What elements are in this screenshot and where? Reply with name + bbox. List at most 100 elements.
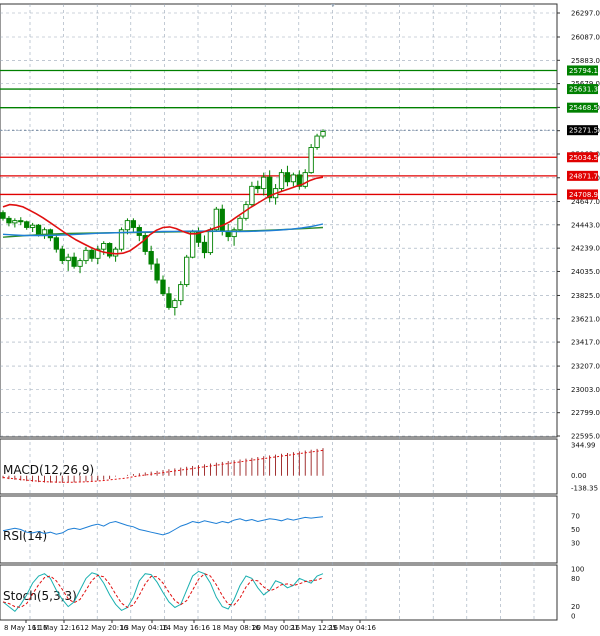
- macd-axis-label: 0.00: [571, 472, 587, 480]
- time-axis-label: 18 May 08:16: [212, 624, 261, 632]
- candle[interactable]: [0, 210, 6, 221]
- resistance-level-label: 25468.5: [569, 104, 598, 112]
- candle-body-bear: [255, 185, 261, 190]
- candle-body-bull: [237, 217, 243, 231]
- current-price-tag: [567, 125, 598, 136]
- candle-body-bear: [284, 172, 291, 183]
- candle[interactable]: [12, 218, 18, 228]
- candle[interactable]: [308, 144, 314, 174]
- candle[interactable]: [314, 133, 320, 150]
- macd-axis-label: 344.99: [571, 442, 596, 450]
- price-axis-label: 23621.0: [571, 315, 600, 323]
- candle[interactable]: [278, 169, 285, 193]
- candle-body-bear: [219, 208, 225, 232]
- price-axis-label: 22595.0: [571, 433, 600, 441]
- price-axis-label: 25883.0: [571, 57, 600, 65]
- candle[interactable]: [24, 220, 30, 230]
- candle[interactable]: [65, 253, 71, 271]
- time-axis-label: 11 May 12:16: [32, 624, 81, 632]
- candle-body-bull: [261, 176, 267, 190]
- resistance-level-tag: [567, 102, 598, 113]
- resistance-level-label: 25631.3: [569, 86, 598, 94]
- candle[interactable]: [71, 252, 77, 269]
- candle-body-bear: [53, 237, 59, 250]
- candle[interactable]: [290, 172, 297, 187]
- candle-body-bear: [24, 221, 30, 228]
- candle[interactable]: [18, 217, 24, 226]
- candle[interactable]: [89, 248, 95, 262]
- stoch-axis-label: 0: [571, 613, 575, 621]
- candle[interactable]: [201, 235, 208, 259]
- candle-body-bear: [71, 256, 77, 267]
- candle[interactable]: [284, 165, 291, 187]
- candle-body-bull: [207, 229, 214, 254]
- macd-axis-label: -138.35: [571, 485, 598, 493]
- candle[interactable]: [178, 281, 184, 306]
- candle-body-bear: [160, 279, 166, 295]
- candle-body-bull: [314, 135, 320, 148]
- candle[interactable]: [59, 245, 65, 265]
- rsi-axis-label: 70: [571, 513, 580, 521]
- candle[interactable]: [296, 170, 302, 190]
- candle[interactable]: [166, 286, 172, 310]
- candle-body-bull: [112, 248, 119, 257]
- candle[interactable]: [118, 227, 125, 252]
- chart-shift-marker-icon[interactable]: [331, 4, 335, 7]
- stoch-title: Stoch(5,3,3): [3, 589, 77, 603]
- candle-body-bear: [6, 217, 12, 224]
- grid: [0, 4, 557, 620]
- support-level-label: 25034.5: [569, 154, 598, 162]
- candle-body-bull: [65, 256, 71, 262]
- price-axis-label: 24443.0: [571, 221, 600, 229]
- resistance-level-tag: [567, 65, 598, 76]
- candle[interactable]: [154, 258, 160, 284]
- candle-body-bull: [172, 300, 178, 308]
- candle[interactable]: [255, 180, 261, 194]
- time-axis-label: 25 May 04:16: [328, 624, 377, 632]
- moving-average-red: [2, 176, 324, 255]
- price-axis-label: 24239.0: [571, 245, 600, 253]
- candle[interactable]: [142, 232, 148, 255]
- support-level-label: 24871.7: [569, 172, 598, 180]
- candle-body-bull: [213, 208, 219, 231]
- candle[interactable]: [29, 222, 36, 233]
- candle-body-bull: [231, 229, 237, 238]
- candle[interactable]: [320, 129, 326, 139]
- candle[interactable]: [148, 245, 154, 270]
- candle[interactable]: [302, 169, 308, 189]
- candle-body-bull: [308, 147, 314, 174]
- candle[interactable]: [267, 170, 273, 203]
- candle-body-bear: [18, 220, 24, 223]
- candle[interactable]: [160, 275, 166, 297]
- candle-body-bull: [12, 220, 18, 224]
- price-axis-label: 22799.0: [571, 409, 600, 417]
- price-axis-label: 23417.0: [571, 339, 600, 347]
- stoch-main-line: [2, 570, 324, 612]
- stoch-axis-label: 100: [571, 566, 584, 574]
- candle[interactable]: [77, 258, 83, 274]
- stoch-axis-label: 20: [571, 603, 580, 611]
- support-level-tag: [567, 170, 598, 181]
- candle[interactable]: [6, 216, 12, 227]
- price-axis-label: 23825.0: [571, 292, 600, 300]
- candle-body-bull: [184, 256, 190, 286]
- candle[interactable]: [95, 245, 101, 265]
- candle[interactable]: [83, 246, 89, 265]
- candle[interactable]: [261, 172, 267, 196]
- candle[interactable]: [237, 216, 243, 233]
- candle-body-bull: [178, 284, 184, 302]
- price-axis-label: 23003.0: [571, 386, 600, 394]
- candle-body-bull: [278, 172, 285, 190]
- candle[interactable]: [184, 254, 190, 287]
- candle[interactable]: [107, 242, 113, 259]
- candle[interactable]: [249, 181, 255, 207]
- candle[interactable]: [130, 218, 137, 233]
- candle[interactable]: [124, 218, 131, 235]
- candle[interactable]: [172, 298, 178, 316]
- candle[interactable]: [53, 235, 59, 253]
- candle-body-bear: [148, 251, 154, 265]
- price-axis-label: 26297.0: [571, 10, 600, 18]
- rsi-axis-label: 30: [571, 539, 580, 547]
- candle-body-bull: [302, 172, 308, 187]
